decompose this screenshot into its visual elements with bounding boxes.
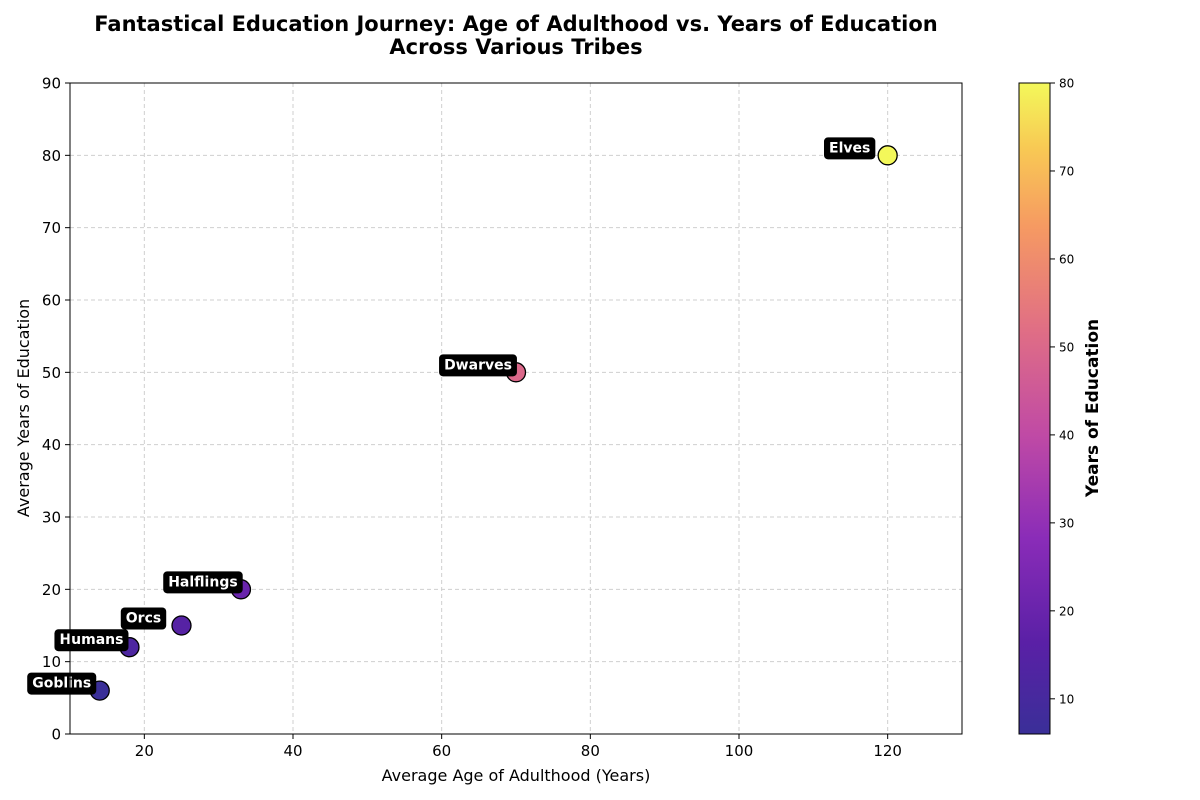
svg-text:Orcs: Orcs [126,611,161,627]
svg-text:Dwarves: Dwarves [444,357,512,373]
data-points [89,145,898,701]
x-axis-ticks: 20 40 60 80 100 120 [135,734,902,760]
colorbar-ticks: 10 20 30 40 50 60 70 80 [1050,77,1074,706]
y-tick-label: 10 [42,653,61,671]
y-axis-ticks: 0 10 20 30 40 50 60 70 80 90 [42,75,70,744]
x-tick-label: 100 [725,742,754,760]
chart-title-line2: Across Various Tribes [389,35,642,59]
x-axis-label: Average Age of Adulthood (Years) [382,766,651,785]
svg-text:Humans: Humans [59,632,123,648]
x-tick-label: 40 [283,742,302,760]
colorbar-tick-label: 70 [1059,164,1074,178]
point-label-box [120,607,167,630]
colorbar [1018,82,1051,735]
point-label-dwarves: Dwarves [439,354,517,377]
svg-text:Goblins: Goblins [32,676,91,692]
data-point-elves [877,145,898,166]
x-tick-label: 20 [135,742,154,760]
colorbar-tick-label: 50 [1059,340,1074,354]
point-label-box [824,137,876,160]
data-point-orcs [171,615,192,636]
plot-area-frame [69,82,963,735]
point-label-box [27,672,97,695]
svg-text:Elves: Elves [829,140,870,156]
point-label-orcs: Orcs [120,607,167,630]
colorbar-tick-label: 40 [1059,428,1074,442]
colorbar-tick-label: 60 [1059,252,1074,266]
y-tick-label: 90 [42,75,61,93]
y-tick-label: 50 [42,364,61,382]
point-label-elves: Elves [824,137,876,160]
colorbar-tick-label: 20 [1059,604,1074,618]
x-tick-label: 60 [432,742,451,760]
y-tick-label: 20 [42,581,61,599]
colorbar-tick-label: 10 [1059,692,1074,706]
y-tick-label: 70 [42,219,61,237]
y-tick-label: 30 [42,509,61,527]
y-tick-label: 80 [42,147,61,165]
point-label-halflings: Halflings [163,571,243,594]
x-tick-label: 120 [873,742,902,760]
y-tick-label: 40 [42,436,61,454]
svg-text:Halflings: Halflings [168,574,237,590]
y-tick-label: 60 [42,292,61,310]
point-label-box [439,354,517,377]
y-tick-label: 0 [51,726,61,744]
point-label-box [54,629,129,652]
point-label-goblins: Goblins [27,672,97,695]
colorbar-tick-label: 30 [1059,516,1074,530]
colorbar-tick-label: 80 [1059,77,1074,91]
chart-title-line1: Fantastical Education Journey: Age of Ad… [94,12,937,36]
x-tick-label: 80 [581,742,600,760]
colorbar-label: Years of Education [1083,319,1103,498]
y-axis-label: Average Years of Education [14,299,33,517]
grid [70,83,962,734]
point-label-humans: Humans [54,629,129,652]
point-label-box [163,571,243,594]
